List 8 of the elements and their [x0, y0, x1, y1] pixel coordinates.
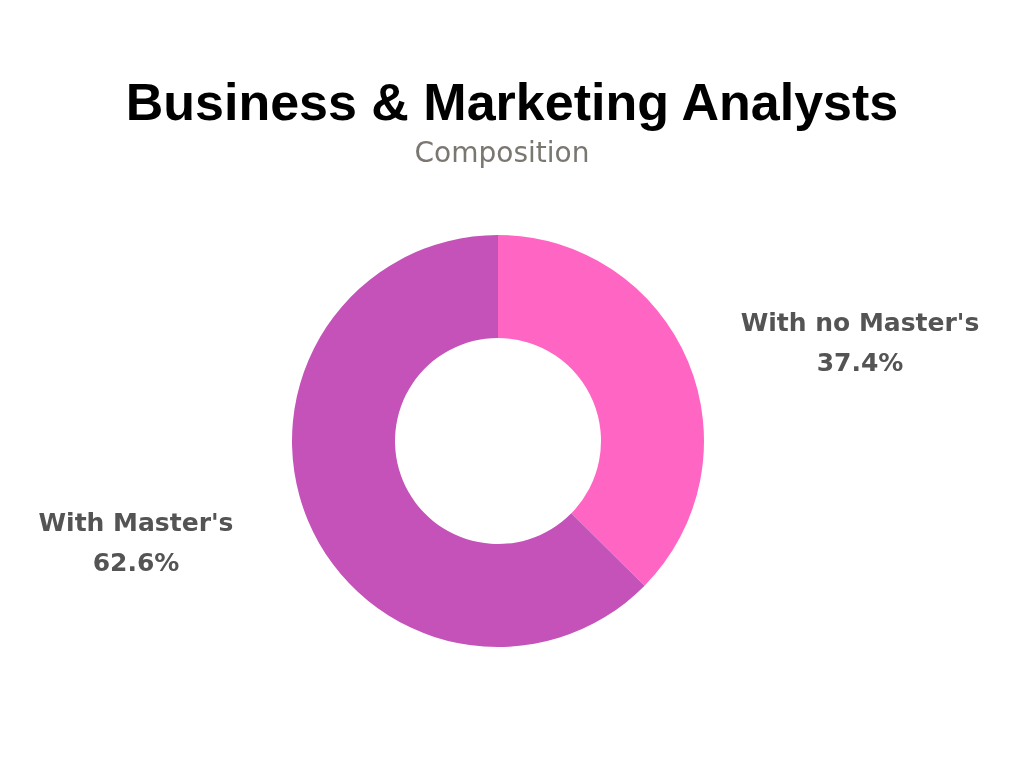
donut-slice [292, 235, 645, 647]
chart-subtitle: Composition [414, 136, 590, 169]
donut-slice [498, 235, 704, 586]
data-label: 37.4% [816, 347, 904, 377]
chart-title: Business & Marketing Analysts [125, 73, 899, 131]
slice-label: With Master's [38, 508, 234, 538]
slice-label: With no Master's [740, 307, 980, 337]
data-label: 62.6% [92, 548, 180, 578]
